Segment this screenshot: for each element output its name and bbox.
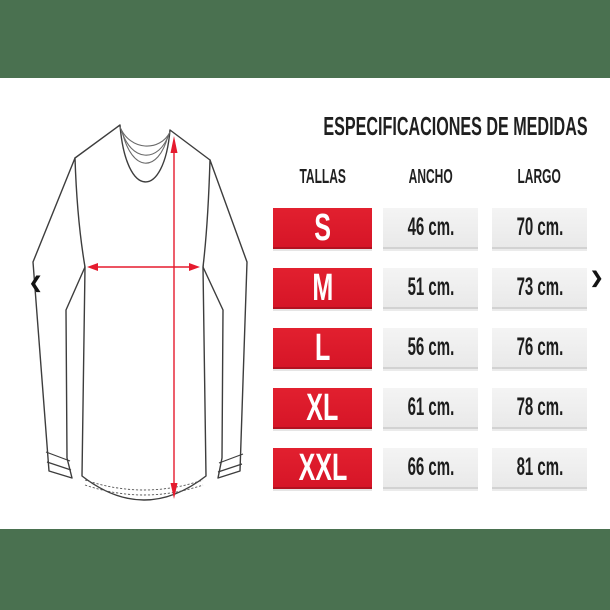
size-label-xl: XL: [273, 388, 372, 429]
column-header-tallas: TALLAS: [299, 166, 346, 188]
ancho-value-l: 56 cm.: [383, 328, 478, 369]
size-chart-header-row: TALLAS ANCHO LARGO: [273, 165, 587, 189]
size-row-xxl: XXL 66 cm. 81 cm.: [273, 448, 587, 489]
measurement-arrows: [87, 136, 200, 499]
size-label-s: S: [273, 208, 372, 249]
ancho-value-m: 51 cm.: [383, 268, 478, 309]
shirt-left-sleeve: [32, 157, 86, 479]
size-chart-title: ESPECIFICACIONES DE MEDIDAS: [323, 111, 588, 141]
column-header-ancho: ANCHO: [408, 166, 453, 188]
size-row-l: L 56 cm. 76 cm.: [273, 328, 587, 369]
shirt-torso: [74, 124, 211, 501]
size-row-s: S 46 cm. 70 cm.: [273, 208, 587, 249]
size-label-xxl: XXL: [273, 448, 372, 489]
shirt-size-diagram: [32, 124, 248, 501]
largo-value-xxl: 81 cm.: [492, 448, 587, 489]
top-banner: [0, 0, 610, 78]
largo-value-m: 73 cm.: [492, 268, 587, 309]
shirt-collar-ribbing: [119, 126, 171, 164]
shirt-cuffs: [45, 451, 244, 473]
size-label-l: L: [273, 328, 372, 369]
size-row-m: M 51 cm. 73 cm.: [273, 268, 587, 309]
size-table: S 46 cm. 70 cm. M 51 cm. 73 cm. L 56 cm.…: [273, 208, 587, 508]
size-row-xl: XL 61 cm. 78 cm.: [273, 388, 587, 429]
ancho-value-xxl: 66 cm.: [383, 448, 478, 489]
size-label-m: M: [273, 268, 372, 309]
shirt-right-sleeve: [202, 159, 248, 479]
carousel-prev-icon[interactable]: ❮: [29, 275, 43, 292]
largo-value-l: 76 cm.: [492, 328, 587, 369]
ancho-value-xl: 61 cm.: [383, 388, 478, 429]
bottom-banner: [0, 529, 610, 610]
largo-value-s: 70 cm.: [492, 208, 587, 249]
column-header-largo: LARGO: [517, 166, 562, 188]
largo-value-xl: 78 cm.: [492, 388, 587, 429]
ancho-value-s: 46 cm.: [383, 208, 478, 249]
carousel-next-icon[interactable]: ❯: [590, 270, 604, 287]
shirt-hem-stitching: [84, 479, 204, 496]
